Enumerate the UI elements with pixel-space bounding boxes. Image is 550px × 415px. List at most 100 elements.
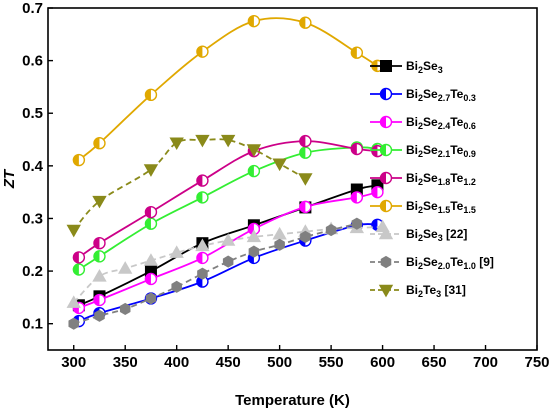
x-tick-label: 300	[61, 354, 86, 371]
y-tick-label: 0.4	[22, 158, 44, 175]
data-point	[145, 292, 157, 305]
data-point	[93, 236, 106, 250]
series-2	[72, 185, 384, 315]
data-point	[195, 238, 210, 252]
legend-label: Bi2Se1.5Te1.5	[406, 199, 476, 215]
legend-marker	[379, 199, 393, 213]
data-point	[222, 255, 234, 268]
data-point	[299, 134, 312, 148]
data-point	[220, 233, 236, 246]
data-point	[371, 144, 384, 158]
series-8	[66, 134, 313, 238]
data-point	[144, 88, 158, 102]
data-point	[196, 174, 209, 187]
legend-marker	[379, 143, 393, 157]
data-point	[272, 226, 287, 240]
data-point	[272, 158, 287, 172]
legend-item: Bi2Se1.5Te1.5	[370, 199, 476, 215]
series-5	[72, 14, 384, 167]
legend-label: Bi2Se2.4Te0.6	[406, 115, 476, 131]
data-point	[220, 134, 236, 148]
x-tick-label: 400	[164, 354, 189, 371]
legend-item: Bi2Se2.1Te0.9	[370, 143, 476, 159]
y-axis-label: ZT	[1, 168, 18, 189]
data-point	[247, 164, 261, 178]
series-line	[78, 191, 378, 309]
legend-item: Bi2Se3	[370, 59, 443, 75]
data-point	[351, 217, 363, 230]
x-tick-label: 350	[113, 354, 138, 371]
legend-label: Bi2Se2.0Te1.0 [9]	[406, 255, 494, 271]
legend-label: Bi2Se3	[406, 59, 443, 75]
legend: Bi2Se3 Bi2Se2.7Te0.3 Bi2Se2.4Te0.6 Bi2Se2.1…	[370, 59, 494, 299]
legend-label: Bi2Se3 [22]	[406, 227, 467, 243]
legend-marker	[379, 115, 393, 129]
legend-item: Bi2Se2.4Te0.6	[370, 115, 476, 131]
y-tick-label: 0.1	[22, 316, 43, 333]
data-point	[169, 245, 184, 258]
data-point	[274, 238, 285, 251]
legend-marker	[379, 87, 393, 101]
legend-item: Bi2Se2.7Te0.3	[370, 87, 476, 103]
data-point	[144, 217, 158, 230]
x-tick-label: 500	[267, 354, 292, 371]
data-point	[299, 146, 312, 159]
data-point	[144, 272, 158, 286]
series-7	[68, 217, 363, 330]
data-point	[169, 137, 184, 151]
data-point	[144, 205, 158, 219]
data-point	[300, 230, 311, 243]
data-point	[248, 245, 260, 258]
data-point	[171, 280, 182, 293]
series-line	[73, 138, 306, 231]
data-point	[93, 137, 106, 150]
data-point	[72, 251, 86, 264]
data-point	[325, 223, 337, 237]
x-tick-label: 450	[216, 354, 241, 371]
data-point	[350, 46, 364, 59]
legend-item: Bi2Se3 [22]	[370, 226, 467, 243]
legend-label: Bi2Se2.1Te0.9	[406, 143, 476, 159]
y-tick-label: 0.7	[22, 0, 43, 17]
x-tick-label: 550	[319, 354, 344, 371]
data-point	[92, 269, 107, 282]
data-point	[299, 200, 312, 214]
legend-marker	[380, 255, 392, 269]
data-point	[196, 191, 209, 204]
legend-item: Bi2Te3 [31]	[370, 283, 466, 299]
data-point	[72, 263, 86, 276]
data-point	[246, 229, 262, 243]
data-point	[93, 250, 106, 263]
x-tick-label: 750	[524, 354, 549, 371]
data-point	[66, 224, 81, 238]
data-point	[197, 267, 208, 280]
x-axis-label: Temperature (K)	[235, 392, 350, 409]
data-point	[66, 295, 81, 308]
data-point	[92, 195, 107, 209]
data-point	[196, 45, 209, 58]
data-point	[93, 293, 106, 307]
data-point	[196, 251, 209, 265]
legend-label: Bi2Se2.7Te0.3	[406, 87, 476, 103]
data-point	[247, 14, 261, 28]
legend-label: Bi2Te3 [31]	[406, 283, 466, 299]
legend-marker	[378, 226, 394, 240]
x-tick-label: 600	[370, 354, 395, 371]
data-point	[298, 173, 313, 186]
plot-frame	[47, 7, 538, 351]
data-point	[118, 261, 133, 274]
legend-marker	[378, 284, 394, 298]
data-point	[371, 185, 384, 199]
data-point	[299, 16, 312, 29]
data-point	[143, 253, 159, 266]
data-point	[143, 164, 159, 177]
y-tick-label: 0.5	[22, 105, 43, 122]
data-point	[246, 144, 262, 157]
legend-marker	[379, 171, 393, 185]
y-tick-label: 0.2	[22, 263, 43, 280]
x-tick-label: 700	[473, 354, 498, 371]
data-point	[195, 134, 210, 148]
y-tick-label: 0.3	[22, 210, 43, 227]
series-4	[72, 134, 384, 264]
